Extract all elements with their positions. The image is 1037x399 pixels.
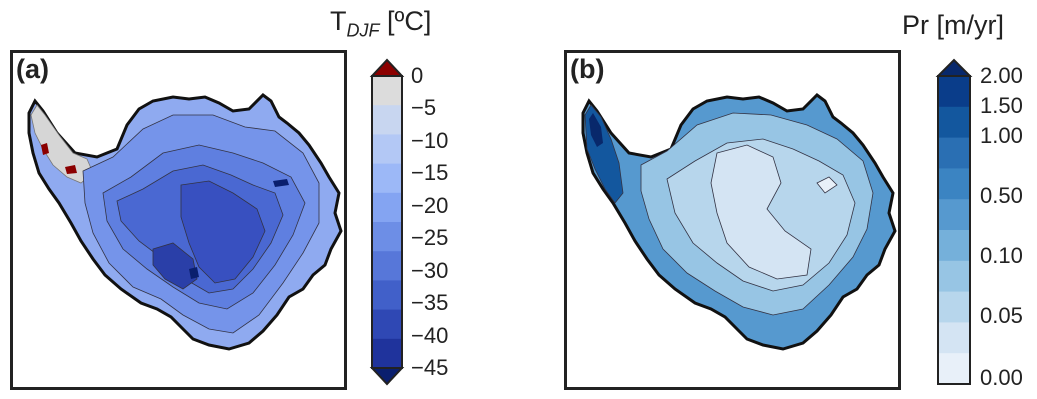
colorbar-a-segment [372,76,402,106]
colorbar-a-tick-label: −20 [411,192,449,218]
colorbar-a-segment [372,134,402,165]
colorbar-b-segment [938,230,970,262]
colorbar-b-frame [937,75,971,385]
colorbar-b-tick-label: 1.00 [980,123,1023,149]
colorbar-b-tick-label: 0.50 [980,183,1023,209]
colorbar-b-segment [938,76,970,108]
colorbar-b-segment [938,106,970,139]
colorbar-b-segment [938,322,970,354]
colorbar-a-segment [372,251,402,281]
melt-spot-1 [41,143,49,155]
colorbar-a-extend-top [369,58,405,77]
panel-label-a: (a) [16,54,49,84]
colorbar-b-segment [938,260,970,293]
colorbar-b-tick-label: 0.00 [980,364,1023,390]
colorbar-a-extend-bottom [369,367,405,386]
colorbar-b-segment [938,199,970,231]
antarctica-temperature-map [27,93,343,351]
colorbar-a-frame [371,75,403,369]
colorbar-a-tick-label: −40 [411,322,449,348]
colorbar-b-tick-label: 1.50 [980,93,1023,119]
colorbar-a-tick-label: −30 [411,257,449,283]
colorbar-title-a-unit: [ºC] [379,6,432,36]
panel-label-b: (b) [570,54,605,84]
colorbar-a-tick-label: −15 [411,160,449,186]
colorbar-a-tick-label: −10 [411,127,449,153]
colorbar-a-segment [372,222,402,252]
colorbar-a-tick-label: −35 [411,290,449,316]
colorbar-b-segment [938,168,970,200]
peninsula-wettest [589,113,603,147]
colorbar-a-segment [372,163,402,194]
colorbar-b-extend-top [935,58,973,77]
colorbar-a-segment [372,309,402,340]
colorbar-b-tick-label: 0.05 [980,303,1023,329]
colorbar-a-tick-label: −45 [411,355,449,380]
colorbar-a-tick-label: −25 [411,225,449,251]
antarctica-precipitation-map [581,93,897,351]
map-panel-a [10,50,347,390]
colorbar-a-tick-label: 0 [411,63,424,88]
map-panel-b [564,50,901,390]
colorbar-b-segment [938,353,970,385]
colorbar-a-segment [372,338,402,369]
colorbar-a-tick-label: −5 [411,95,437,121]
colorbar-b-segment [938,291,970,323]
colorbar-b-segment [938,137,970,169]
contour-band-002 [710,144,812,280]
colorbar-b-tick-label: 2.00 [980,63,1023,88]
contour-band-40 [180,180,266,284]
colorbar-title-b: Pr [m/yr] [902,10,1004,40]
coldest-spot [189,267,199,279]
colorbar-title-a: TDJF [ºC] [330,6,431,41]
melt-spot-2 [65,165,77,174]
colorbar-a-segment [372,280,402,311]
dry-spot-east [816,176,838,194]
contour-band-45 [152,242,198,290]
colorbar-title-a-sub: DJF [346,20,380,41]
colorbar-b-tick-label: 0.10 [980,243,1023,269]
colorbar-a-segment [372,105,402,135]
coldest-spot-east [273,179,289,187]
colorbar-a-segment [372,192,402,223]
colorbar-title-a-main: T [330,6,347,36]
